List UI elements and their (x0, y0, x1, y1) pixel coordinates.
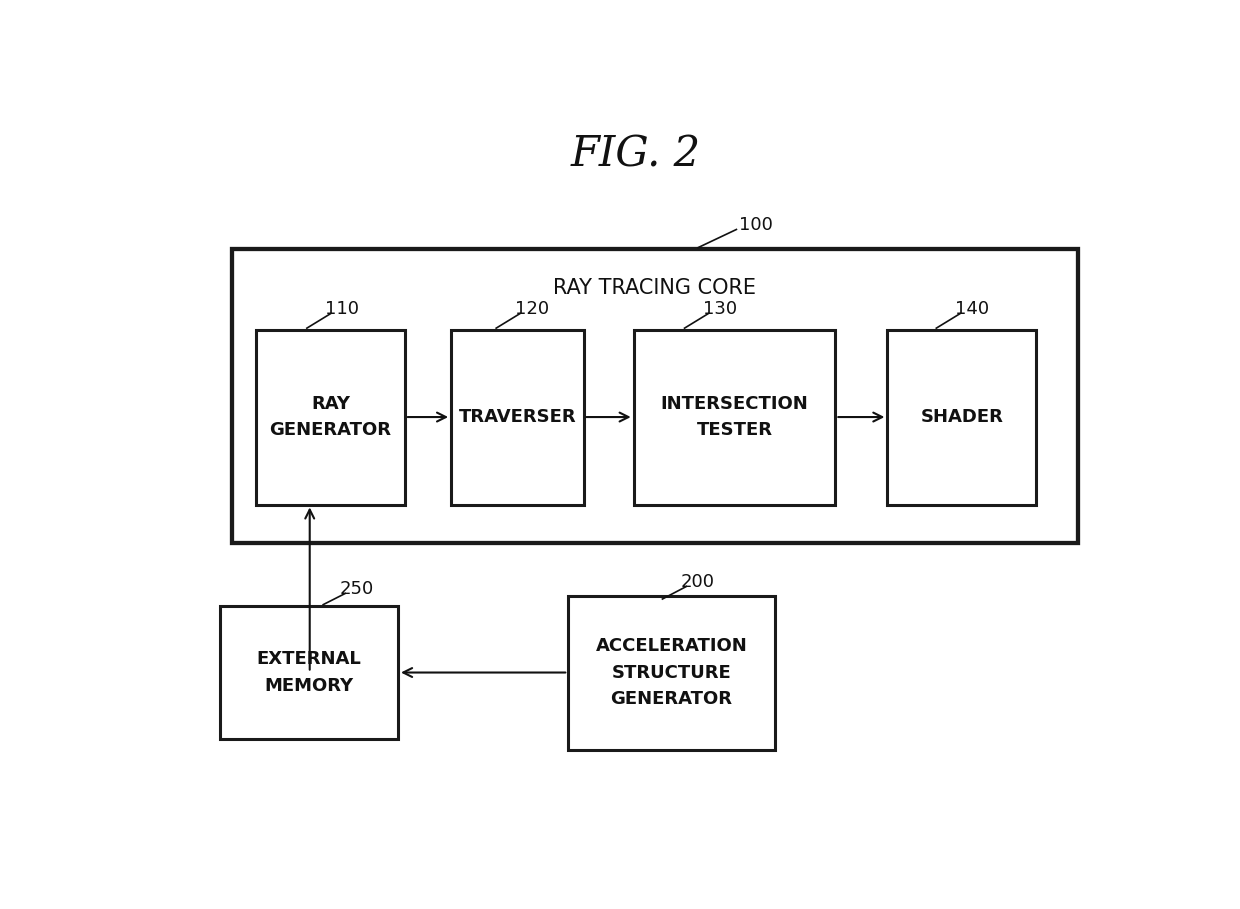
Text: INTERSECTION
TESTER: INTERSECTION TESTER (661, 395, 808, 439)
Text: FIG. 2: FIG. 2 (570, 134, 701, 175)
Bar (568, 595, 775, 750)
Bar (255, 330, 404, 504)
Text: 100: 100 (739, 215, 773, 234)
Bar (888, 330, 1037, 504)
Bar (451, 330, 584, 504)
Text: 120: 120 (515, 300, 549, 317)
Text: TRAVERSER: TRAVERSER (459, 408, 577, 426)
Text: 140: 140 (955, 300, 990, 317)
Bar (221, 606, 398, 739)
Bar (232, 249, 1078, 543)
Text: 200: 200 (681, 573, 715, 591)
Text: 250: 250 (340, 580, 374, 597)
Text: RAY
GENERATOR: RAY GENERATOR (269, 395, 392, 439)
Text: SHADER: SHADER (920, 408, 1003, 426)
Text: RAY TRACING CORE: RAY TRACING CORE (553, 277, 756, 297)
Bar (634, 330, 836, 504)
Text: ACCELERATION
STRUCTURE
GENERATOR: ACCELERATION STRUCTURE GENERATOR (595, 637, 748, 708)
Text: 130: 130 (703, 300, 737, 317)
Text: EXTERNAL
MEMORY: EXTERNAL MEMORY (257, 650, 362, 694)
Text: 110: 110 (325, 300, 360, 317)
